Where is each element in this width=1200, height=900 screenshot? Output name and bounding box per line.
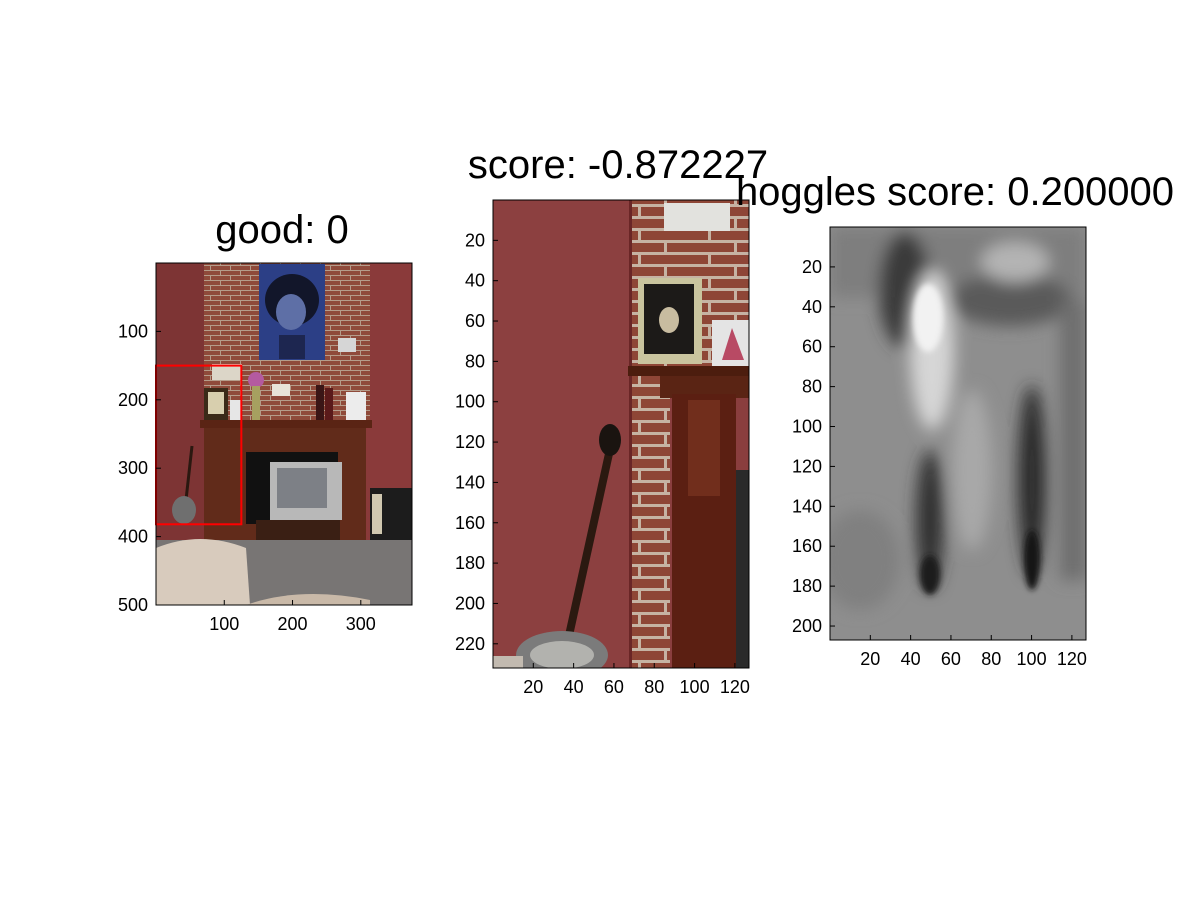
x-tick-label: 100 [209, 614, 239, 634]
y-tick-label: 80 [465, 351, 485, 371]
y-tick-label: 20 [802, 257, 822, 277]
y-tick-label: 100 [792, 417, 822, 437]
y-tick-label: 60 [802, 337, 822, 357]
hoggles-heatmap [830, 227, 1086, 640]
y-tick-label: 160 [792, 536, 822, 556]
y-tick-label: 200 [455, 593, 485, 613]
y-tick-label: 20 [465, 230, 485, 250]
panel3-title: hoggles score: 0.200000 [736, 170, 1174, 214]
x-tick-label: 300 [346, 614, 376, 634]
x-tick-label: 20 [523, 677, 543, 697]
y-tick-label: 180 [792, 576, 822, 596]
panel2-title: score: -0.872227 [468, 143, 768, 187]
y-tick-label: 220 [455, 634, 485, 654]
x-tick-label: 60 [941, 649, 961, 669]
y-tick-label: 200 [792, 616, 822, 636]
panel3-ticks: 20 40 60 80 100 120 20 40 60 80 100 120 140 160 180 200 [792, 257, 1087, 669]
x-tick-label: 200 [278, 614, 308, 634]
y-tick-label: 40 [465, 271, 485, 291]
y-tick-label: 300 [118, 458, 148, 478]
panel-hoggles: hoggles score: 0.200000 20 40 60 80 10 [736, 170, 1174, 669]
panel3-axes-frame [829, 226, 1087, 641]
y-tick-label: 200 [118, 390, 148, 410]
panel1-title: good: 0 [215, 208, 348, 252]
y-tick-label: 40 [802, 297, 822, 317]
x-tick-label: 60 [604, 677, 624, 697]
y-tick-label: 140 [455, 472, 485, 492]
panel1-ticks: 100 200 300 100 200 300 400 500 [118, 321, 376, 634]
x-tick-label: 40 [564, 677, 584, 697]
y-tick-label: 180 [455, 553, 485, 573]
scene-image [156, 263, 412, 605]
y-tick-label: 140 [792, 496, 822, 516]
y-tick-label: 80 [802, 377, 822, 397]
panel2-axes-frame [492, 199, 750, 669]
panel-original: good: 0 [118, 208, 413, 634]
x-tick-label: 100 [680, 677, 710, 697]
y-tick-label: 60 [465, 311, 485, 331]
x-tick-label: 20 [860, 649, 880, 669]
x-tick-label: 40 [901, 649, 921, 669]
y-tick-label: 100 [118, 321, 148, 341]
panel2-ticks: 20 40 60 80 100 120 20 40 60 80 100 120 140 160 180 200… [455, 230, 750, 697]
y-tick-label: 160 [455, 513, 485, 533]
y-tick-label: 100 [455, 392, 485, 412]
x-tick-label: 80 [981, 649, 1001, 669]
crop-image [493, 200, 749, 668]
y-tick-label: 400 [118, 527, 148, 547]
x-tick-label: 100 [1017, 649, 1047, 669]
x-tick-label: 120 [1057, 649, 1087, 669]
x-tick-label: 120 [720, 677, 750, 697]
panel1-axes-frame [155, 262, 413, 606]
y-tick-label: 120 [455, 432, 485, 452]
x-tick-label: 80 [644, 677, 664, 697]
y-tick-label: 120 [792, 456, 822, 476]
y-tick-label: 500 [118, 595, 148, 615]
